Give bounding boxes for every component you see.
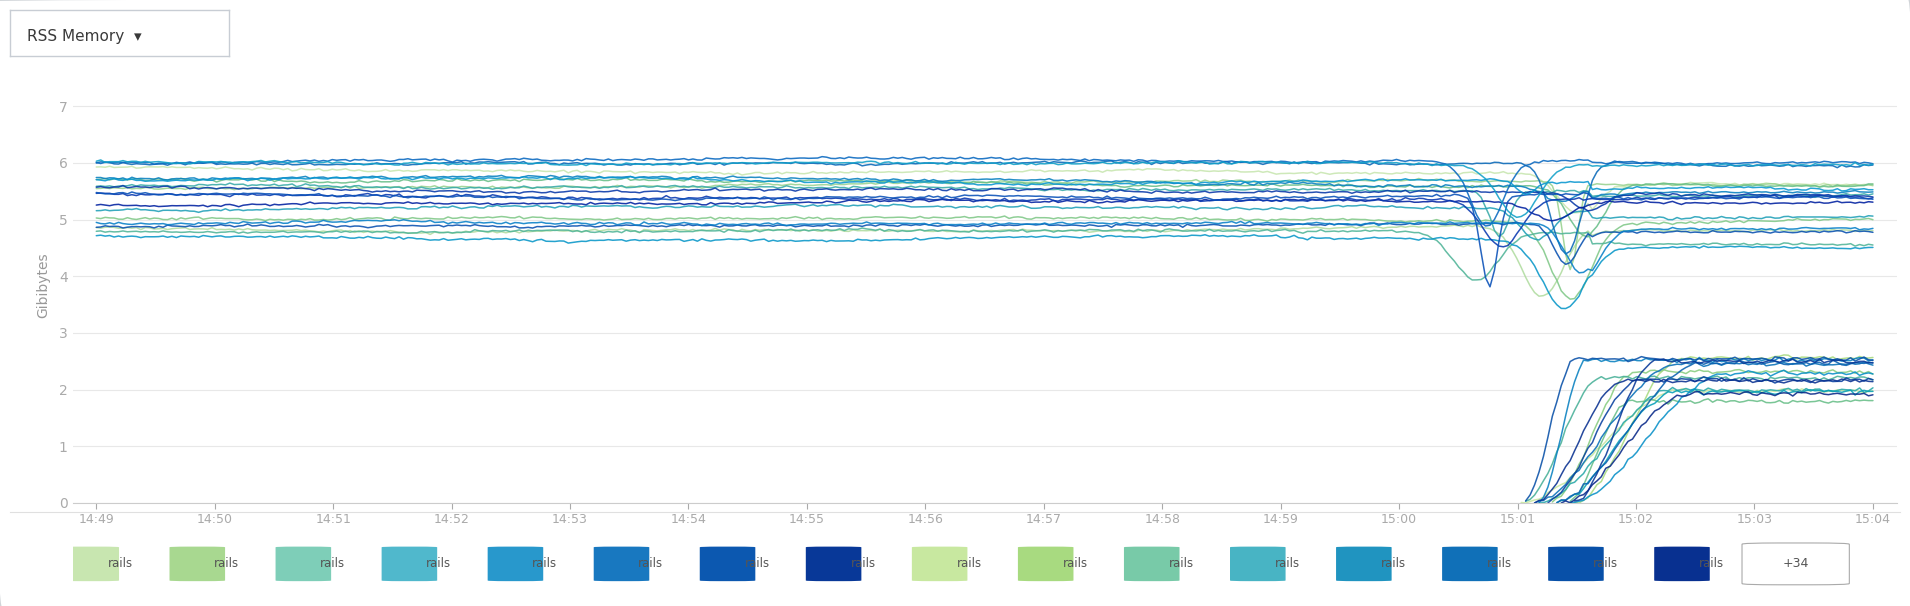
Text: RSS Memory  ▾: RSS Memory ▾ — [27, 29, 141, 44]
Text: rails: rails — [426, 557, 451, 570]
Text: rails: rails — [745, 557, 770, 570]
Text: rails: rails — [214, 557, 239, 570]
FancyBboxPatch shape — [1442, 547, 1497, 581]
FancyBboxPatch shape — [275, 547, 330, 581]
FancyBboxPatch shape — [487, 547, 542, 581]
Text: rails: rails — [1169, 557, 1194, 570]
FancyBboxPatch shape — [1230, 547, 1285, 581]
FancyBboxPatch shape — [911, 547, 968, 581]
Text: rails: rails — [533, 557, 558, 570]
Text: rails: rails — [1381, 557, 1406, 570]
Text: rails: rails — [957, 557, 982, 570]
Text: rails: rails — [1062, 557, 1087, 570]
FancyBboxPatch shape — [699, 547, 754, 581]
FancyBboxPatch shape — [1123, 547, 1180, 581]
Text: rails: rails — [321, 557, 346, 570]
FancyBboxPatch shape — [594, 547, 649, 581]
Text: rails: rails — [850, 557, 875, 570]
Text: rails: rails — [1274, 557, 1299, 570]
FancyBboxPatch shape — [1018, 547, 1073, 581]
Text: rails: rails — [1486, 557, 1513, 570]
FancyBboxPatch shape — [1549, 547, 1604, 581]
FancyBboxPatch shape — [170, 547, 225, 581]
FancyBboxPatch shape — [382, 547, 437, 581]
Text: +34: +34 — [1782, 557, 1809, 570]
Text: rails: rails — [1698, 557, 1725, 570]
FancyBboxPatch shape — [1337, 547, 1392, 581]
FancyBboxPatch shape — [63, 547, 118, 581]
Text: rails: rails — [638, 557, 663, 570]
Y-axis label: Gibibytes: Gibibytes — [36, 252, 50, 318]
Text: rails: rails — [109, 557, 134, 570]
FancyBboxPatch shape — [806, 547, 861, 581]
FancyBboxPatch shape — [1742, 543, 1849, 585]
Text: rails: rails — [1593, 557, 1618, 570]
FancyBboxPatch shape — [1654, 547, 1709, 581]
